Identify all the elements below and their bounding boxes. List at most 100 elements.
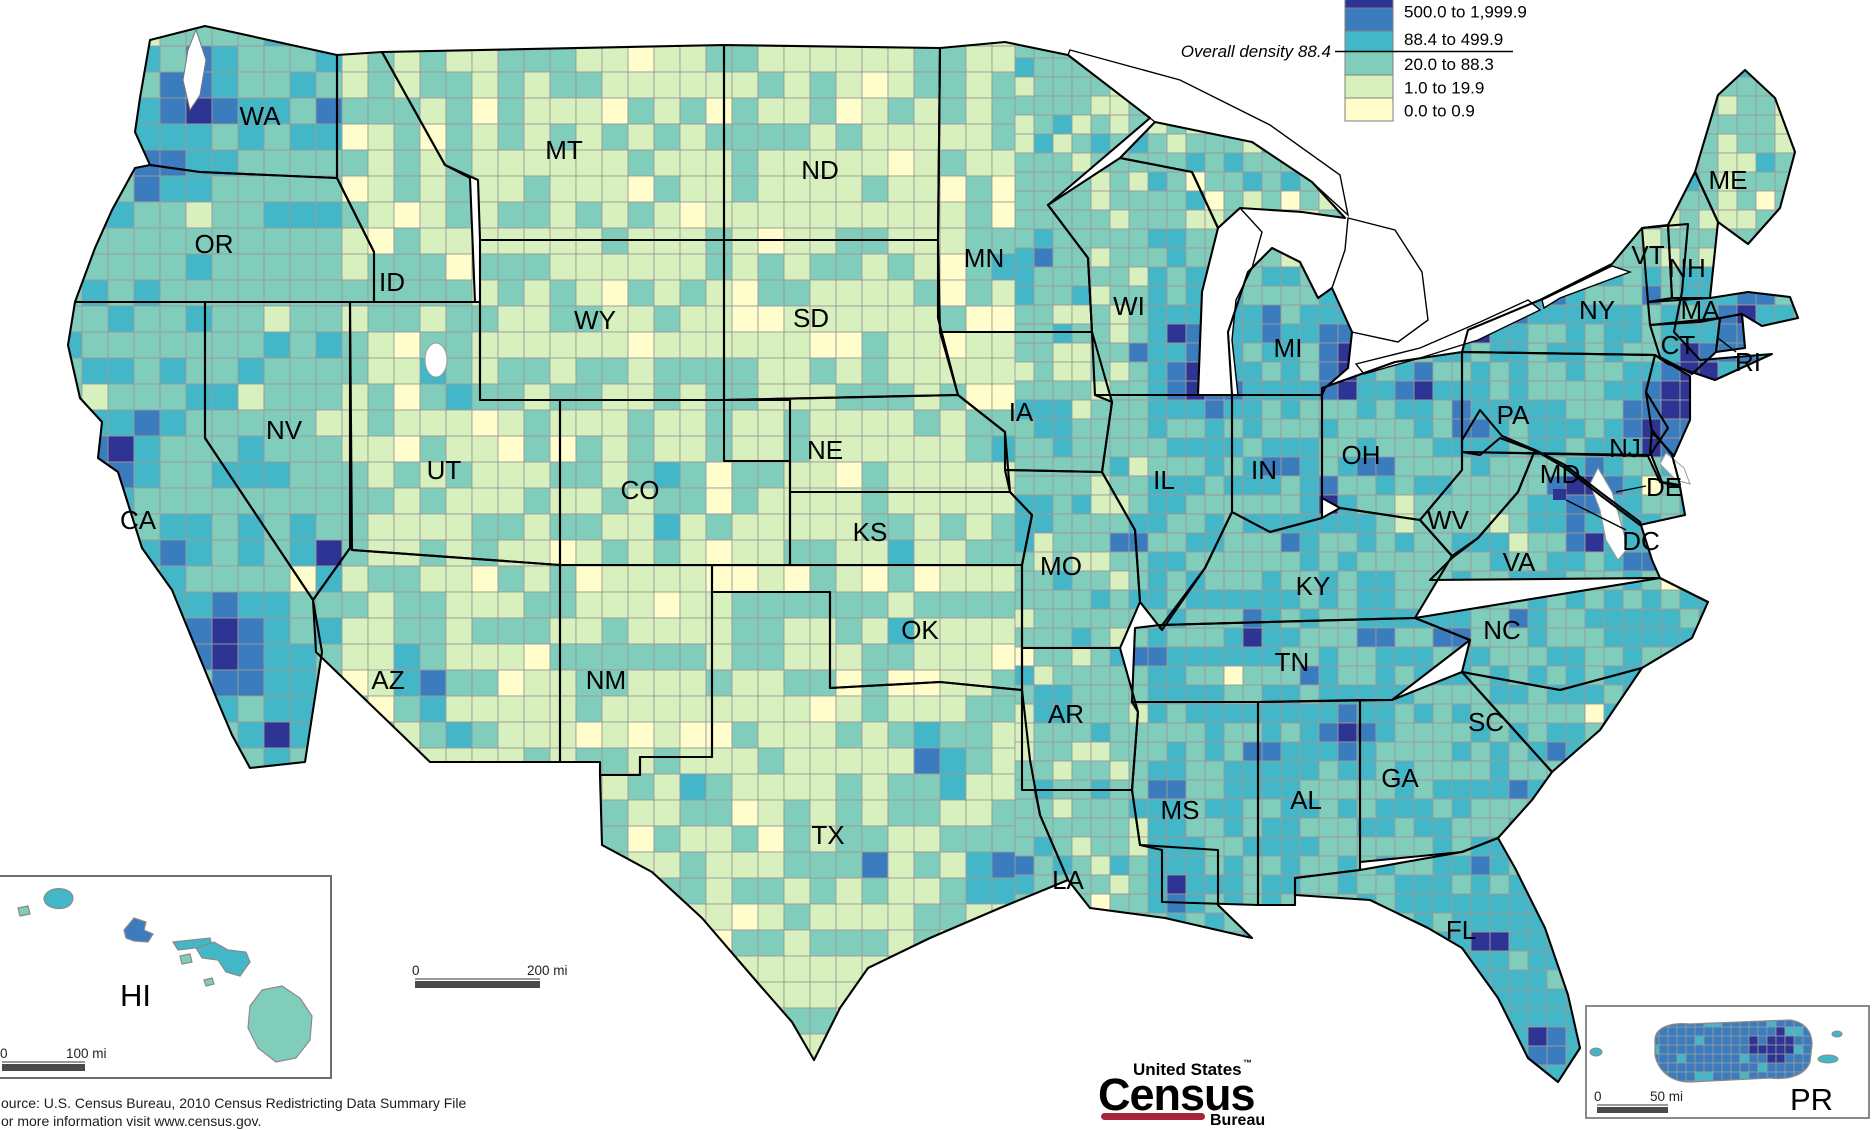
county-cell: [1508, 266, 1529, 287]
county-cell: [1014, 988, 1035, 1009]
county-cell: [1698, 741, 1719, 762]
county-cell: [237, 123, 265, 151]
county-cell: [549, 539, 577, 567]
county-cell: [1280, 76, 1301, 97]
county-cell: [341, 305, 369, 333]
county-cell: [1223, 76, 1244, 97]
county-cell: [1793, 836, 1798, 857]
county-cell: [1375, 532, 1396, 553]
county-cell: [1527, 494, 1548, 515]
county-cell: [523, 26, 551, 47]
county-cell: [835, 279, 863, 307]
county-cell: [471, 539, 499, 567]
county-cell: [809, 695, 837, 723]
county-cell: [341, 435, 369, 463]
island-mona: [1589, 1047, 1603, 1057]
leader-de: [1615, 485, 1647, 493]
county-cell: [159, 71, 187, 99]
county-cell: [1755, 836, 1776, 857]
county-cell: [887, 123, 915, 151]
county-cell: [1432, 988, 1453, 1009]
county-cell: [1204, 152, 1225, 173]
county-cell: [991, 253, 1019, 281]
county-cell: [1128, 893, 1149, 914]
county-cell: [1071, 532, 1092, 553]
county-cell: [159, 175, 187, 203]
county-cell: [1736, 893, 1757, 914]
county-cell: [939, 201, 967, 229]
pr-county-cell: [1712, 1071, 1723, 1082]
county-cell: [1337, 1026, 1358, 1047]
county-cell: [1774, 874, 1795, 895]
county-cell: [1793, 114, 1798, 135]
county-cell: [705, 773, 733, 801]
county-cell: [159, 669, 187, 697]
county-cell: [1052, 26, 1073, 40]
county-cell: [1813, 514, 1832, 533]
scale-pr-zero: 0: [1594, 1089, 1602, 1104]
county-cell: [341, 123, 369, 151]
county-cell: [1337, 513, 1358, 534]
county-cell: [159, 305, 187, 333]
county-cell: [1413, 836, 1434, 857]
county-cell: [991, 565, 1019, 593]
county-cell: [1204, 988, 1225, 1009]
county-cell: [1546, 399, 1567, 420]
county-cell: [1052, 760, 1073, 781]
county-cell: [1280, 1064, 1301, 1082]
county-cell: [1717, 551, 1738, 572]
county-cell: [237, 26, 265, 47]
pr-county-cell: [1775, 1062, 1786, 1073]
county-cell: [1774, 665, 1795, 686]
county-cell: [1014, 950, 1035, 971]
county-cell: [1527, 627, 1548, 648]
county-cell: [471, 695, 499, 723]
county-cell: [1717, 133, 1738, 154]
county-cell: [1641, 95, 1662, 116]
county-cell: [289, 591, 317, 619]
county-cell: [1166, 950, 1187, 971]
county-cell: [185, 331, 213, 359]
county-cell: [1546, 266, 1567, 287]
county-cell: [1109, 570, 1130, 591]
county-cell: [1071, 589, 1092, 610]
county-cell: [185, 305, 213, 333]
county-cell: [887, 305, 915, 333]
county-cell: [1755, 551, 1776, 572]
county-cell: [1299, 418, 1320, 439]
county-cell: [1242, 1026, 1263, 1047]
county-cell: [68, 695, 83, 723]
state-border-MI2: [1118, 120, 1347, 230]
county-cell: [1109, 456, 1130, 477]
county-cell: [1565, 855, 1586, 876]
county-cell: [1736, 779, 1757, 800]
county-cell: [1508, 1064, 1529, 1082]
state-label-ND: ND: [801, 155, 839, 185]
county-cell: [289, 253, 317, 281]
pr-county-cell: [1721, 1035, 1732, 1046]
county-cell: [1413, 228, 1434, 249]
county-cell: [913, 695, 941, 723]
county-cell: [1375, 627, 1396, 648]
county-cell: [1717, 247, 1738, 268]
county-cell: [757, 851, 785, 879]
county-cell: [107, 123, 135, 151]
county-cell: [913, 565, 941, 593]
county-cell: [1223, 570, 1244, 591]
county-cell: [1565, 114, 1586, 135]
county-cell: [731, 1007, 759, 1035]
county-cell: [1717, 912, 1738, 933]
county-cell: [1128, 323, 1149, 344]
county-cell: [861, 877, 889, 905]
county-cell: [991, 97, 1019, 125]
county-cell: [1109, 437, 1130, 458]
county-cell: [1793, 171, 1798, 192]
county-cell: [393, 435, 421, 463]
county-cell: [1015, 1084, 1034, 1103]
county-cell: [1375, 475, 1396, 496]
county-cell: [1413, 133, 1434, 154]
county-cell: [1185, 418, 1206, 439]
county-cell: [1280, 760, 1301, 781]
county-cell: [887, 97, 915, 125]
